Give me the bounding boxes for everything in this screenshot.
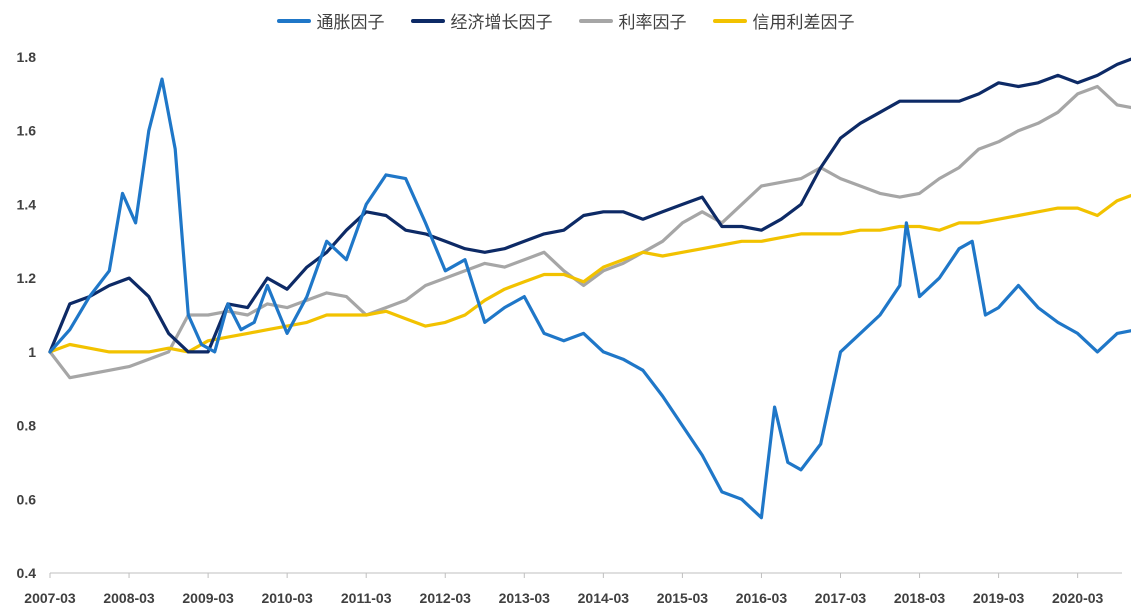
x-tick-label: 2017-03 <box>815 590 867 606</box>
legend-item-rate: 利率因子 <box>578 8 687 33</box>
x-tick-label: 2007-03 <box>24 590 76 606</box>
y-tick-label: 1 <box>28 344 36 360</box>
chart-legend: 通胀因子 经济增长因子 利率因子 信用利差因子 <box>0 8 1131 33</box>
x-tick-label: 2009-03 <box>182 590 234 606</box>
legend-swatch-growth <box>410 18 445 23</box>
x-tick-label: 2008-03 <box>103 590 155 606</box>
x-tick-label: 2014-03 <box>578 590 630 606</box>
legend-swatch-inflation <box>276 18 311 23</box>
x-tick-label: 2013-03 <box>499 590 551 606</box>
legend-label-rate: 利率因子 <box>618 13 687 32</box>
legend-item-growth: 经济增长因子 <box>410 8 553 33</box>
y-tick-label: 0.6 <box>17 491 37 507</box>
legend-label-inflation: 通胀因子 <box>316 13 385 32</box>
y-tick-label: 1.2 <box>17 270 37 286</box>
y-tick-label: 0.4 <box>17 565 37 581</box>
legend-swatch-credit <box>712 18 747 23</box>
x-tick-label: 2010-03 <box>261 590 313 606</box>
legend-item-inflation: 通胀因子 <box>276 8 385 33</box>
series-line-3 <box>48 193 1131 354</box>
y-tick-label: 1.8 <box>17 49 37 65</box>
x-tick-label: 2011-03 <box>341 590 392 606</box>
y-tick-label: 1.6 <box>17 123 37 139</box>
x-tick-label: 2015-03 <box>657 590 709 606</box>
x-tick-label: 2019-03 <box>973 590 1025 606</box>
x-tick-label: 2016-03 <box>736 590 788 606</box>
x-tick-label: 2018-03 <box>894 590 946 606</box>
series-line-0 <box>48 77 1131 520</box>
series-line-2 <box>48 84 1131 380</box>
series-line-1 <box>48 57 1131 354</box>
legend-label-growth: 经济增长因子 <box>450 13 553 32</box>
legend-label-credit: 信用利差因子 <box>752 13 855 32</box>
legend-swatch-rate <box>578 18 613 23</box>
y-tick-label: 1.4 <box>17 196 37 212</box>
y-tick-label: 0.8 <box>17 418 37 434</box>
x-tick-label: 2012-03 <box>420 590 472 606</box>
legend-item-credit: 信用利差因子 <box>712 8 855 33</box>
x-tick-label: 2020-03 <box>1052 590 1104 606</box>
